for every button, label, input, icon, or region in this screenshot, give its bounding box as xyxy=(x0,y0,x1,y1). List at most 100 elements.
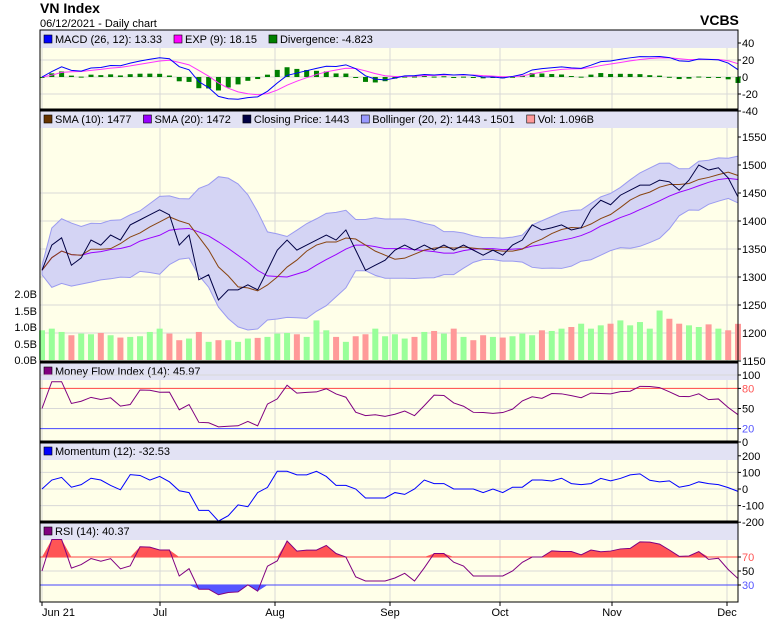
divergence-bar xyxy=(637,74,643,77)
mfi-legend-label: Money Flow Index (14): 45.97 xyxy=(55,366,201,378)
divergence-bar xyxy=(402,76,408,78)
rsi-overbought-fill xyxy=(42,539,738,557)
divergence-bar xyxy=(206,77,212,89)
x-axis-label: Dec xyxy=(717,607,737,619)
volume-bar xyxy=(558,328,565,360)
volume-axis-label: 1.0B xyxy=(14,322,37,334)
mfi-axis-label: 20 xyxy=(742,424,754,436)
x-axis-label: Sep xyxy=(380,607,400,619)
volume-bar xyxy=(88,334,95,360)
volume-bar xyxy=(411,336,418,360)
volume-bar xyxy=(460,336,467,360)
divergence-bar xyxy=(715,77,721,78)
volume-bar xyxy=(225,340,232,360)
volume-bar xyxy=(695,327,702,360)
divergence-bar xyxy=(39,77,45,78)
macd-legend-swatch xyxy=(268,34,278,44)
volume-bar xyxy=(470,340,477,360)
volume-axis-label: 0.0B xyxy=(14,355,37,367)
divergence-bar xyxy=(480,77,486,79)
mfi-legend-swatch xyxy=(43,366,53,376)
momentum-axis-label: 100 xyxy=(742,467,760,479)
macd-legend-swatch xyxy=(43,34,53,44)
divergence-bar xyxy=(725,77,731,80)
volume-bar xyxy=(646,328,653,360)
volume-bar xyxy=(323,330,330,360)
divergence-bar xyxy=(696,76,702,78)
divergence-bar xyxy=(568,75,574,77)
volume-axis-label: 2.0B xyxy=(14,289,37,301)
volume-bar xyxy=(313,320,320,360)
volume-bar xyxy=(303,336,310,360)
volume-bar xyxy=(440,333,447,360)
price-legend-swatch xyxy=(526,114,536,124)
macd-line xyxy=(41,56,739,100)
rsi-axis-label: 30 xyxy=(742,580,754,592)
volume-bar xyxy=(401,338,408,360)
mfi-axis-label: 0 xyxy=(742,437,748,449)
divergence-bar xyxy=(323,71,329,77)
volume-bar xyxy=(342,341,349,360)
price-legend-label: Bollinger (20, 2): 1443 - 1501 xyxy=(372,114,514,126)
divergence-bar xyxy=(470,77,476,78)
divergence-bar xyxy=(451,77,457,78)
divergence-bar xyxy=(98,75,104,77)
divergence-bar xyxy=(461,76,467,78)
momentum-axis-label: 200 xyxy=(742,451,760,463)
volume-bar xyxy=(519,333,526,360)
divergence-bar xyxy=(627,73,633,77)
divergence-bar xyxy=(588,74,594,77)
mom-legend-bar xyxy=(40,442,738,460)
divergence-bar xyxy=(176,77,182,82)
divergence-bar xyxy=(647,75,653,77)
volume-bar xyxy=(382,336,389,360)
divergence-bar xyxy=(313,70,319,77)
divergence-bar xyxy=(147,73,153,77)
price-axis-label: 1400 xyxy=(742,216,766,228)
divergence-bar xyxy=(59,71,65,77)
volume-bar xyxy=(235,341,242,360)
rsi-oversold-fill xyxy=(42,585,738,595)
volume-bar xyxy=(529,335,536,360)
rsi-legend-swatch xyxy=(43,526,53,536)
divergence-bar xyxy=(441,76,447,78)
x-axis-label: Oct xyxy=(491,607,508,619)
volume-bar xyxy=(166,333,173,360)
volume-bar xyxy=(627,325,634,360)
volume-bar xyxy=(391,334,398,360)
macd-axis-label: -40 xyxy=(742,106,758,118)
volume-bar xyxy=(58,331,65,360)
divergence-bar xyxy=(490,77,496,78)
rsi-axis-label: 50 xyxy=(742,566,754,578)
macd-axis-label: -20 xyxy=(742,89,758,101)
volume-bar xyxy=(607,323,614,360)
divergence-bar xyxy=(117,75,123,77)
divergence-bar xyxy=(598,73,604,77)
divergence-bar xyxy=(196,77,202,89)
divergence-bar xyxy=(343,73,349,77)
volume-bar xyxy=(117,337,124,360)
mfi-axis-label: 100 xyxy=(742,370,760,382)
divergence-bar xyxy=(78,76,84,78)
volume-bar xyxy=(617,320,624,360)
divergence-bar xyxy=(686,77,692,79)
divergence-bar xyxy=(559,74,565,77)
divergence-bar xyxy=(666,76,672,78)
divergence-bar xyxy=(284,67,290,77)
price-legend-bar xyxy=(40,110,738,128)
divergence-bar xyxy=(372,77,378,83)
divergence-bar xyxy=(304,70,310,77)
volume-bar xyxy=(156,328,163,360)
divergence-bar xyxy=(412,76,418,78)
volume-bar xyxy=(499,337,506,360)
divergence-bar xyxy=(235,77,241,85)
divergence-bar xyxy=(264,74,270,77)
divergence-bar xyxy=(382,77,388,82)
macd-legend-bar xyxy=(40,30,738,48)
volume-bar xyxy=(195,331,202,360)
divergence-bar xyxy=(431,76,437,78)
divergence-bar xyxy=(166,75,172,77)
closing-price-line xyxy=(41,164,739,301)
price-legend-label: Closing Price: 1443 xyxy=(254,114,349,126)
